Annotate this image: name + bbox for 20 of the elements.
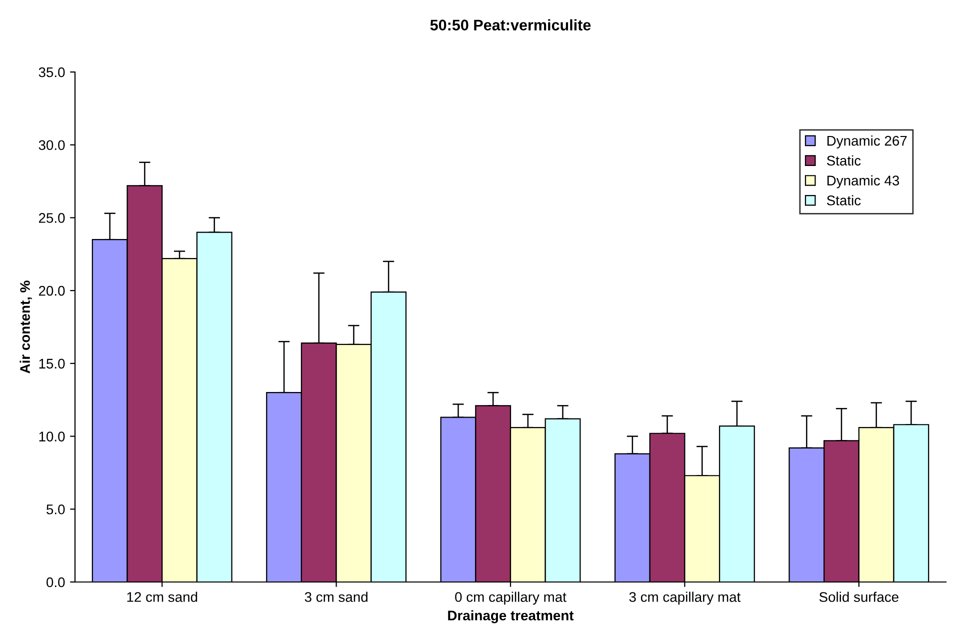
x-tick-label: 3 cm sand — [304, 592, 368, 602]
x-tick-label: 3 cm capillary mat — [629, 592, 741, 605]
y-tick-label: 30.0 — [38, 140, 65, 150]
x-axis-title: Drainage treatment — [448, 610, 574, 624]
y-tick-label: 15.0 — [39, 358, 65, 369]
chart-title: 50:50 Peat:vermiculite — [430, 19, 591, 30]
legend-label: Dynamic 43 — [827, 175, 900, 188]
x-tick-label: Solid surface — [819, 592, 898, 602]
y-tick-label: 10.0 — [39, 432, 65, 442]
y-tick-label: 0.0 — [46, 577, 65, 588]
x-tick-label: 0 cm capillary mat — [455, 592, 566, 605]
y-tick-label: 35.0 — [38, 67, 65, 78]
legend-label: Static — [826, 155, 861, 166]
legend-label: Dynamic 267 — [827, 136, 907, 148]
y-tick-label: 20.0 — [38, 286, 65, 296]
y-tick-label: 25.0 — [38, 213, 65, 223]
y-tick-label: 5.0 — [46, 504, 65, 514]
legend-label: Static — [826, 195, 861, 206]
x-tick-label: 12 cm sand — [127, 592, 198, 602]
y-axis-title: Air content, % — [20, 280, 32, 374]
